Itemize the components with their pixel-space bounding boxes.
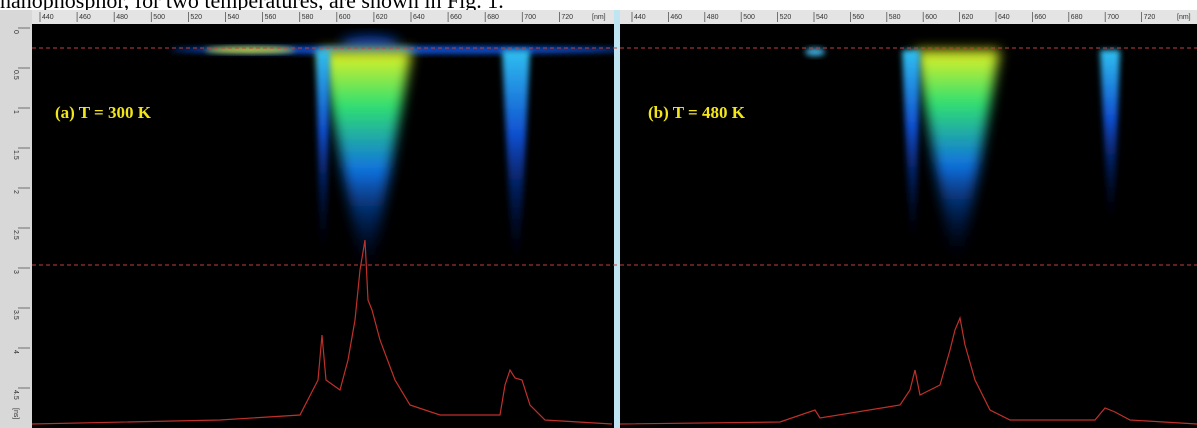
wavelength-tick-label: 700 <box>1107 14 1119 21</box>
wavelength-tick-label: 500 <box>153 14 165 21</box>
wavelength-tick-label: 620 <box>962 14 974 21</box>
wavelength-tick-label: 460 <box>670 14 682 21</box>
wavelength-tick-label: 520 <box>190 14 202 21</box>
wavelength-tick-label: 460 <box>79 14 91 21</box>
caption-line: nanophosphor, for two temperatures, are … <box>0 0 504 13</box>
time-tick-label: 3 <box>12 270 19 274</box>
wavelength-tick-label: 720 <box>1144 14 1156 21</box>
wavelength-tick-label: 580 <box>302 14 314 21</box>
time-scale <box>0 10 32 428</box>
wavelength-tick-label: 520 <box>780 14 792 21</box>
divider <box>614 10 620 428</box>
time-tick-label: 4.5 <box>12 390 19 400</box>
wavelength-tick-label: 640 <box>413 14 425 21</box>
wavelength-tick-label: 600 <box>339 14 351 21</box>
time-tick-label: 2 <box>12 190 19 194</box>
time-tick-label: 0 <box>12 30 19 34</box>
panel-label: (a) T = 300 K <box>55 103 152 122</box>
wavelength-tick-label: 640 <box>998 14 1010 21</box>
wavelength-tick-label: 680 <box>487 14 499 21</box>
wavelength-tick-label: 680 <box>1071 14 1083 21</box>
wavelength-tick-label: 540 <box>816 14 828 21</box>
wavelength-tick-label: 560 <box>852 14 864 21</box>
wavelength-tick-label: 500 <box>743 14 755 21</box>
wavelength-tick-label: 720 <box>561 14 573 21</box>
time-tick-label: 1.5 <box>12 150 19 160</box>
streak-a <box>32 36 614 425</box>
time-tick-label: 0.5 <box>12 70 19 80</box>
panel-label: (b) T = 480 K <box>648 103 746 122</box>
wavelength-tick-label: 580 <box>889 14 901 21</box>
wavelength-tick-label: 480 <box>116 14 128 21</box>
time-tick-label: 2.5 <box>12 230 19 240</box>
wavelength-tick-label: 620 <box>376 14 388 21</box>
wavelength-tick-label: 600 <box>925 14 937 21</box>
wavelength-tick-label: 540 <box>228 14 240 21</box>
wavelength-tick-label: 440 <box>42 14 54 21</box>
wavelength-scale <box>0 10 1197 24</box>
wavelength-unit: [nm] <box>1177 14 1191 21</box>
wavelength-unit: [nm] <box>592 14 606 21</box>
wavelength-tick-label: 480 <box>707 14 719 21</box>
time-tick-label: 3.5 <box>12 310 19 320</box>
streak-b <box>620 48 1197 425</box>
time-tick-label: 1 <box>12 110 19 114</box>
wavelength-tick-label: 700 <box>524 14 536 21</box>
wavelength-tick-label: 560 <box>265 14 277 21</box>
wavelength-tick-label: 660 <box>450 14 462 21</box>
wavelength-tick-label: 660 <box>1034 14 1046 21</box>
time-unit: [ns] <box>12 408 19 419</box>
time-tick-label: 4 <box>12 350 19 354</box>
wavelength-tick-label: 440 <box>634 14 646 21</box>
